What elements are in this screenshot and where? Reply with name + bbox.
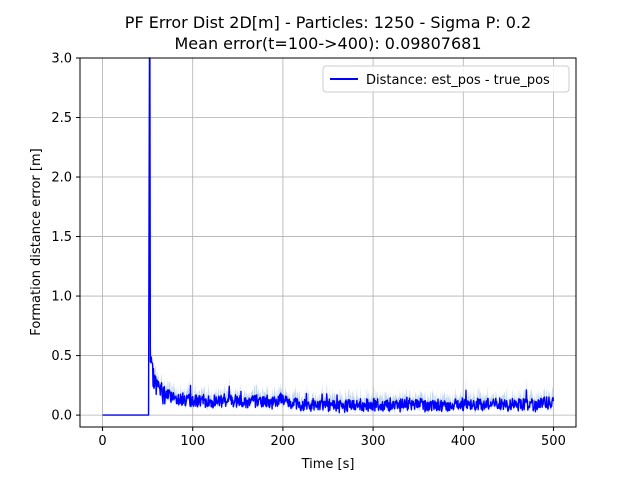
series-line-distance [102,57,555,416]
chart-subtitle: Mean error(t=100->400): 0.09807681 [174,34,481,53]
x-tick-label: 300 [361,434,386,449]
y-tick-label: 3.0 [51,52,72,67]
legend-label: Distance: est_pos - true_pos [366,73,550,88]
y-axis-ticks: 0.0 0.5 1.0 1.5 2.0 2.5 3.0 [51,52,80,424]
series-layer [102,57,555,416]
y-tick-label: 0.0 [51,409,72,424]
x-tick-label: 400 [451,434,476,449]
x-tick-label: 100 [180,434,205,449]
x-tick-label: 200 [270,434,295,449]
y-tick-label: 2.0 [51,171,72,186]
legend-box [322,65,570,93]
plot-frame [79,57,577,428]
y-tick-label: 1.5 [51,230,72,245]
x-tick-label: 500 [541,434,566,449]
y-tick-label: 1.0 [51,290,72,305]
x-axis-ticks: 0 100 200 300 400 500 [98,427,566,449]
chart-title: PF Error Dist 2D[m] - Particles: 1250 - … [125,13,531,32]
y-tick-label: 0.5 [51,349,72,364]
legend: Distance: est_pos - true_pos [322,65,570,93]
y-tick-label: 2.5 [51,111,72,126]
grid-lines [80,57,576,427]
x-tick-label: 0 [98,434,106,449]
y-axis-label: Formation distance error [m] [29,148,44,335]
x-axis-label: Time [s] [301,457,355,472]
